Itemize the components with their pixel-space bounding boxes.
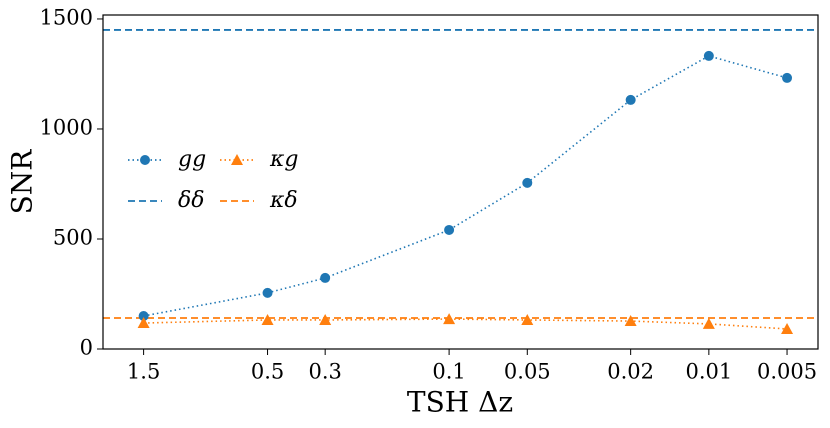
data-point	[261, 313, 274, 325]
x-tick-label: 0.5	[251, 360, 284, 384]
y-axis-label: SNR	[6, 149, 39, 215]
legend: gg κg δδ κδ	[128, 147, 299, 213]
data-point	[137, 317, 150, 329]
data-point	[521, 313, 534, 325]
data-point	[625, 94, 636, 105]
x-tick-label: 0.05	[504, 360, 551, 384]
legend-label: gg	[178, 147, 206, 172]
x-tick-label: 0.005	[757, 360, 817, 384]
x-tick-label: 0.02	[607, 360, 654, 384]
legend-marker	[231, 154, 243, 165]
data-point	[624, 315, 637, 327]
data-point	[444, 224, 455, 235]
data-point	[782, 72, 793, 83]
y-tick-label: 500	[53, 225, 93, 249]
series-line	[143, 55, 788, 317]
y-tick-label: 0	[80, 336, 93, 360]
x-tick-label: 1.5	[127, 360, 160, 384]
legend-label: δδ	[178, 188, 205, 213]
data-point	[781, 322, 794, 334]
data-point	[320, 272, 331, 283]
x-tick-label: 0.3	[308, 360, 341, 384]
data-point	[703, 50, 714, 61]
data-point	[138, 310, 149, 321]
data-point	[702, 317, 715, 329]
y-tick-label: 1000	[40, 115, 93, 139]
data-point	[522, 177, 533, 188]
x-tick-label: 0.01	[685, 360, 732, 384]
data-point	[262, 287, 273, 298]
data-point	[319, 313, 332, 325]
x-tick-label: 0.1	[432, 360, 465, 384]
plot-frame	[102, 14, 819, 350]
legend-marker	[140, 155, 150, 165]
x-axis-label: TSH Δz	[407, 386, 513, 419]
data-point	[443, 313, 456, 325]
y-tick-label: 1500	[40, 5, 93, 29]
series-line	[143, 318, 788, 330]
legend-label: κδ	[269, 188, 298, 213]
legend-label: κg	[269, 147, 299, 172]
